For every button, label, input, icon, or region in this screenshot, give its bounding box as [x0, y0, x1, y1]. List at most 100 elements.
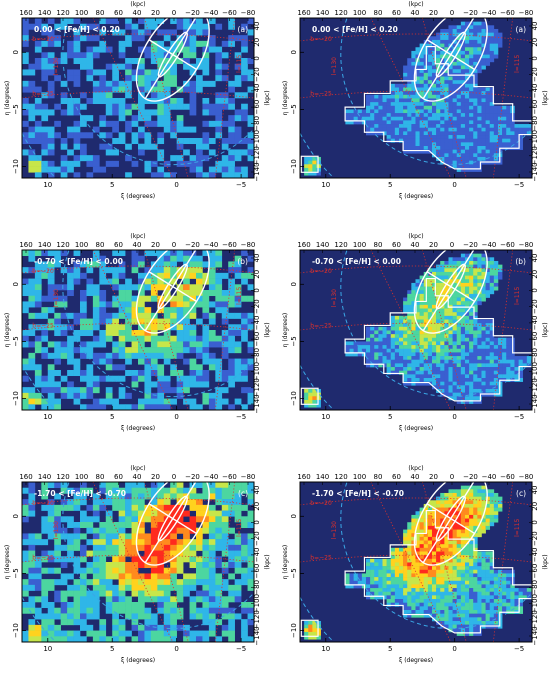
- right-tick-label: −100: [253, 130, 261, 149]
- top-tick-label: −80: [241, 241, 256, 249]
- right-tick-label: 20: [531, 38, 539, 47]
- top-tick-label: 120: [334, 241, 347, 249]
- disk-ellipse: [413, 7, 488, 102]
- right-tick-label: −120: [531, 610, 539, 629]
- top-axis-label: (kpc): [130, 233, 145, 240]
- top-tick-label: 20: [151, 473, 160, 481]
- top-tick-label: −80: [519, 473, 534, 481]
- top-tick-label: 80: [374, 241, 383, 249]
- metallicity-label: -0.70 < [Fe/H] < 0.00: [312, 257, 401, 266]
- ytick-label: −5: [290, 568, 298, 578]
- xtick-label: −5: [514, 645, 524, 653]
- y-axis-label: η (degrees): [4, 545, 11, 580]
- top-tick-label: −60: [500, 9, 515, 17]
- projected-radius-circles: [300, 250, 532, 410]
- grid-label-l115: l=115: [236, 55, 243, 73]
- right-tick-label: −40: [253, 315, 261, 330]
- right-tick-label: −100: [253, 594, 261, 613]
- ytick-label: −10: [290, 159, 298, 174]
- survey-footprint-outline: [344, 509, 533, 634]
- y-axis-label: η (degrees): [282, 545, 289, 580]
- xtick-label: 10: [321, 181, 330, 189]
- right-tick-label: 40: [253, 486, 261, 495]
- right-tick-label: −40: [531, 83, 539, 98]
- top-tick-label: 0: [172, 9, 176, 17]
- top-tick-label: −80: [241, 9, 256, 17]
- top-tick-label: 100: [353, 473, 366, 481]
- grid-label-l115: l=115: [514, 287, 521, 305]
- top-tick-label: 120: [56, 473, 69, 481]
- top-axis-label: (kpc): [408, 233, 423, 240]
- top-tick-label: 140: [38, 241, 51, 249]
- right-tick-label: −140: [531, 162, 539, 181]
- xtick-label: 10: [43, 413, 52, 421]
- ytick-label: −5: [12, 104, 20, 114]
- top-tick-label: 0: [450, 241, 454, 249]
- grid-label-b20: b=−20: [310, 36, 332, 43]
- grid-label-b25: b=−25: [32, 555, 54, 562]
- plot-frame: [21, 17, 255, 179]
- ytick-label: −10: [12, 159, 20, 174]
- right-tick-label: −20: [531, 67, 539, 82]
- right-tick-label: 40: [531, 22, 539, 31]
- top-axis-label: (kpc): [408, 1, 423, 8]
- ytick-label: −5: [290, 336, 298, 346]
- ytick-label: 0: [290, 514, 298, 518]
- y-axis-label: η (degrees): [282, 81, 289, 116]
- density-map: [22, 250, 254, 410]
- xtick-label: 5: [110, 181, 114, 189]
- top-tick-label: 100: [353, 9, 366, 17]
- top-tick-label: −40: [482, 473, 497, 481]
- right-tick-label: −20: [253, 299, 261, 314]
- top-tick-label: 80: [96, 9, 105, 17]
- metallicity-label: -1.70 < [Fe/H] < -0.70: [34, 489, 126, 498]
- top-tick-label: −60: [500, 473, 515, 481]
- grid-label-b20: b=−20: [32, 268, 54, 275]
- grid-label-b25: b=−25: [32, 323, 54, 330]
- survey-footprint-outline: [344, 45, 533, 170]
- xtick-label: 10: [321, 645, 330, 653]
- right-tick-label: −120: [253, 146, 261, 165]
- right-tick-label: −120: [531, 146, 539, 165]
- top-tick-label: −40: [204, 9, 219, 17]
- right-tick-label: −80: [253, 116, 261, 131]
- top-tick-label: 80: [374, 9, 383, 17]
- grid-label-b25: b=−25: [32, 91, 54, 98]
- right-tick-label: −140: [253, 626, 261, 645]
- projected-radius-circles: [300, 482, 532, 642]
- chart-panel-right-b: l=130 l=115 b=−20 b=−25 -0.70 < [Fe/H] < 0.0…: [282, 233, 549, 432]
- right-tick-label: −20: [531, 299, 539, 314]
- panel-letter: (b): [515, 257, 526, 266]
- top-tick-label: 140: [316, 473, 329, 481]
- xtick-label: −5: [236, 181, 246, 189]
- right-axis-label: (kpc): [264, 554, 271, 569]
- right-tick-label: −20: [531, 531, 539, 546]
- projected-radius-circles: [22, 250, 254, 410]
- right-tick-label: −40: [253, 83, 261, 98]
- panel-letter: (a): [516, 25, 527, 34]
- right-tick-label: 40: [253, 22, 261, 31]
- right-tick-label: 20: [253, 38, 261, 47]
- top-tick-label: −60: [500, 241, 515, 249]
- top-tick-label: 160: [19, 9, 32, 17]
- chart-panel-left-b: l=130 l=115 b=−20 b=−25 -0.70 < [Fe/H] < 0.0…: [4, 233, 271, 432]
- top-tick-label: 40: [411, 473, 420, 481]
- top-tick-label: 80: [96, 473, 105, 481]
- right-tick-label: 0: [253, 56, 261, 60]
- top-tick-label: 100: [75, 241, 88, 249]
- top-tick-label: 100: [353, 241, 366, 249]
- top-tick-label: 160: [297, 241, 310, 249]
- right-tick-label: −60: [253, 100, 261, 115]
- top-tick-label: 60: [114, 9, 123, 17]
- grid-label-b25: b=−25: [310, 323, 332, 330]
- panel-letter: (c): [238, 489, 248, 498]
- top-axis-label: (kpc): [130, 465, 145, 472]
- grid-label-l115: l=115: [236, 287, 243, 305]
- xtick-label: 0: [452, 645, 456, 653]
- xtick-label: 5: [110, 645, 114, 653]
- ytick-label: −10: [290, 391, 298, 406]
- top-tick-label: −40: [204, 241, 219, 249]
- x-axis-label: ξ (degrees): [399, 193, 433, 200]
- x-axis-label: ξ (degrees): [121, 425, 155, 432]
- top-tick-label: −40: [204, 473, 219, 481]
